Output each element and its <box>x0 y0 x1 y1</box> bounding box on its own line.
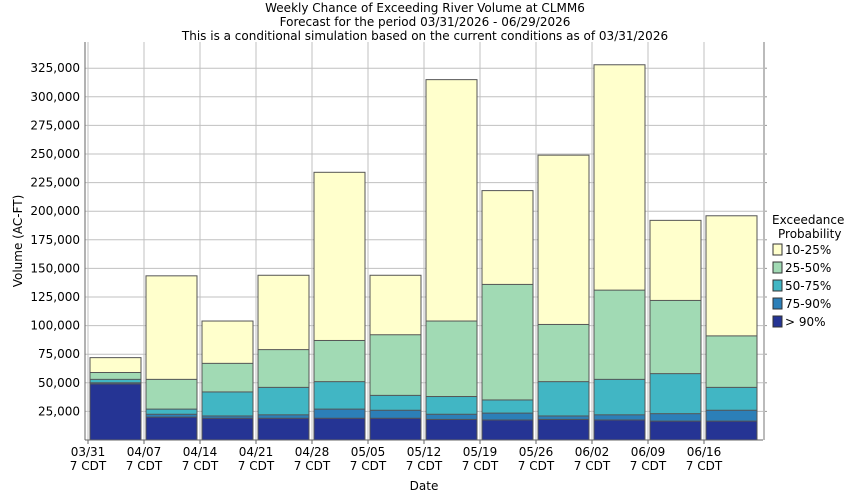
y-tick-label: 250,000 <box>30 147 80 161</box>
chart-subtitle-2: This is a conditional simulation based o… <box>181 29 669 43</box>
legend-swatch <box>772 315 783 328</box>
legend-swatch <box>772 279 783 292</box>
x-tick-label: 06/16 <box>687 445 722 459</box>
y-tick-label: 75,000 <box>38 347 80 361</box>
y-tick-label: 325,000 <box>30 61 80 75</box>
y-tick-label: 225,000 <box>30 176 80 190</box>
y-tick-label: 50,000 <box>38 376 80 390</box>
legend-swatch <box>772 261 783 274</box>
x-tick-sublabel: 7 CDT <box>574 459 611 473</box>
x-tick-label: 05/26 <box>519 445 554 459</box>
bar-segment--90- <box>481 419 534 441</box>
y-tick-label: 275,000 <box>30 118 80 132</box>
legend-label: 50-75% <box>785 279 831 293</box>
bar-segment--90- <box>593 419 646 441</box>
x-tick-sublabel: 7 CDT <box>182 459 219 473</box>
bar-segment--90- <box>425 418 478 441</box>
bar-segment--90- <box>705 420 758 441</box>
y-tick-label: 300,000 <box>30 90 80 104</box>
bar-segment--90- <box>257 417 310 441</box>
y-tick-label: 150,000 <box>30 261 80 275</box>
legend-label: 10-25% <box>785 243 831 257</box>
x-tick-label: 03/31 <box>71 445 106 459</box>
x-tick-sublabel: 7 CDT <box>350 459 387 473</box>
y-tick-label: 125,000 <box>30 290 80 304</box>
x-tick-label: 06/02 <box>575 445 610 459</box>
y-tick-label: 200,000 <box>30 204 80 218</box>
x-tick-sublabel: 7 CDT <box>70 459 107 473</box>
legend-swatch <box>772 243 783 256</box>
x-tick-sublabel: 7 CDT <box>126 459 163 473</box>
x-tick-sublabel: 7 CDT <box>406 459 443 473</box>
legend-title: Exceedance <box>772 213 844 227</box>
y-axis-label: Volume (AC-FT) <box>11 195 25 288</box>
x-tick-label: 04/07 <box>127 445 162 459</box>
x-tick-sublabel: 7 CDT <box>518 459 555 473</box>
bar-segment--90- <box>313 417 366 441</box>
x-tick-label: 04/28 <box>295 445 330 459</box>
x-tick-label: 05/12 <box>407 445 442 459</box>
bar-segment--90- <box>201 417 254 441</box>
x-axis-label: Date <box>410 479 439 493</box>
legend-label: 25-50% <box>785 261 831 275</box>
x-tick-label: 05/05 <box>351 445 386 459</box>
bar-segment--90- <box>145 416 198 441</box>
x-tick-sublabel: 7 CDT <box>294 459 331 473</box>
legend-swatch <box>772 297 783 310</box>
bar-segment--90- <box>649 420 702 441</box>
x-tick-sublabel: 7 CDT <box>238 459 275 473</box>
bar-segment--90- <box>537 418 590 441</box>
bar-segment--90- <box>89 383 142 441</box>
x-tick-sublabel: 7 CDT <box>630 459 667 473</box>
x-tick-sublabel: 7 CDT <box>686 459 723 473</box>
y-tick-label: 25,000 <box>38 404 80 418</box>
x-tick-sublabel: 7 CDT <box>462 459 499 473</box>
bar-segment--90- <box>369 417 422 441</box>
legend-label: > 90% <box>785 315 826 329</box>
legend-title: Probability <box>778 227 841 241</box>
x-tick-label: 06/09 <box>631 445 666 459</box>
y-tick-label: 100,000 <box>30 319 80 333</box>
legend-label: 75-90% <box>785 297 831 311</box>
x-tick-label: 05/19 <box>463 445 498 459</box>
chart-title: Weekly Chance of Exceeding River Volume … <box>265 1 585 15</box>
x-tick-label: 04/21 <box>239 445 274 459</box>
x-tick-label: 04/14 <box>183 445 218 459</box>
y-tick-label: 175,000 <box>30 233 80 247</box>
chart-subtitle: Forecast for the period 03/31/2026 - 06/… <box>279 15 571 29</box>
